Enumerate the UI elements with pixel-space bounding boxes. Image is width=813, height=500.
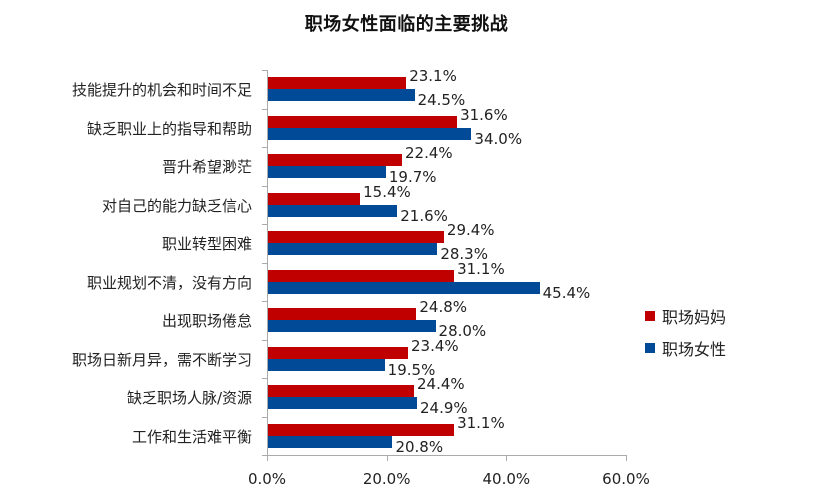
- value-label: 23.4%: [411, 336, 459, 355]
- category-label: 技能提升的机会和时间不足: [71, 81, 252, 100]
- value-label: 24.9%: [419, 399, 468, 417]
- category-label: 缺乏职业上的指导和帮助: [86, 119, 252, 138]
- y-tick: [262, 301, 267, 302]
- category-label: 职业规划不清，没有方向: [86, 273, 252, 292]
- x-tick-label: 60.0%: [602, 470, 650, 488]
- x-axis-line: [267, 455, 627, 456]
- y-tick: [262, 108, 267, 110]
- bar-mom: [268, 231, 444, 243]
- category-label: 出现职场倦怠: [161, 312, 252, 331]
- category-label: 工作和生活难平衡: [131, 427, 252, 446]
- bar-women: [268, 89, 415, 101]
- value-label: 23.1%: [409, 67, 457, 85]
- x-tick-label: 20.0%: [362, 470, 411, 488]
- value-label: 31.1%: [457, 413, 505, 432]
- bar-women: [268, 358, 385, 371]
- value-label: 21.6%: [400, 206, 448, 225]
- y-tick: [262, 262, 267, 264]
- y-tick: [262, 185, 267, 187]
- x-tick: [386, 455, 388, 461]
- value-label: 31.6%: [460, 105, 508, 124]
- value-label: 22.4%: [405, 144, 453, 162]
- category-label: 对自己的能力缺乏信心: [101, 196, 252, 215]
- bar-mom: [268, 308, 417, 320]
- bar-women: [268, 281, 540, 294]
- bar-women: [268, 127, 472, 140]
- bar-mom: [268, 154, 403, 166]
- y-tick: [262, 147, 267, 148]
- bar-mom: [268, 77, 407, 89]
- y-tick: [262, 416, 267, 418]
- value-label: 45.4%: [542, 283, 591, 302]
- value-label: 19.5%: [387, 360, 436, 379]
- chart-title: 职场女性面临的主要挑战: [304, 14, 509, 35]
- bar-mom: [268, 192, 361, 205]
- legend-swatch-icon: [645, 311, 655, 321]
- x-tick: [506, 455, 508, 461]
- x-tick-label: 0.0%: [247, 470, 287, 488]
- value-label: 24.4%: [416, 375, 465, 393]
- category-label: 职业转型困难: [161, 235, 252, 254]
- bar-mom: [268, 269, 455, 282]
- bar-women: [268, 397, 417, 409]
- legend-item: 职场女性: [645, 332, 726, 364]
- legend-item: 职场妈妈: [645, 300, 726, 332]
- value-label: 19.7%: [388, 168, 437, 186]
- bar-women: [268, 204, 398, 217]
- value-label: 20.8%: [395, 437, 444, 456]
- bar-women: [268, 320, 436, 332]
- legend: 职场妈妈 职场女性: [645, 300, 726, 364]
- value-label: 15.4%: [363, 182, 411, 201]
- value-label: 28.0%: [438, 322, 487, 340]
- bar-mom: [268, 115, 458, 128]
- bar-mom: [268, 423, 455, 436]
- y-axis-line: [267, 70, 268, 455]
- y-tick: [262, 455, 267, 456]
- x-tick: [267, 455, 268, 461]
- value-label: 24.5%: [417, 91, 466, 109]
- legend-swatch-icon: [645, 343, 655, 353]
- bar-women: [268, 166, 386, 178]
- y-tick: [262, 70, 267, 71]
- x-tick: [626, 455, 627, 461]
- category-label: 职场日新月异，需不断学习: [71, 350, 252, 369]
- legend-label: 职场女性: [662, 340, 727, 359]
- bar-mom: [268, 385, 414, 397]
- y-tick: [262, 339, 267, 341]
- value-label: 28.3%: [440, 245, 488, 263]
- y-tick: [262, 224, 267, 225]
- value-label: 24.8%: [419, 298, 468, 316]
- x-tick-label: 40.0%: [482, 470, 531, 488]
- bar-mom: [268, 346, 408, 359]
- value-label: 31.1%: [457, 259, 505, 278]
- category-label: 缺乏职场人脉/资源: [126, 389, 252, 408]
- plot-area: 0.0% 20.0% 40.0% 60.0% 技能提升的机会和时间不足 23.1% 24.5…: [72, 67, 650, 488]
- bar-women: [268, 243, 438, 255]
- category-label: 晋升希望渺茫: [161, 158, 252, 177]
- bar-women: [268, 435, 393, 448]
- value-label: 29.4%: [446, 221, 495, 239]
- y-tick: [262, 378, 267, 379]
- value-label: 34.0%: [474, 129, 523, 148]
- legend-label: 职场妈妈: [662, 308, 727, 327]
